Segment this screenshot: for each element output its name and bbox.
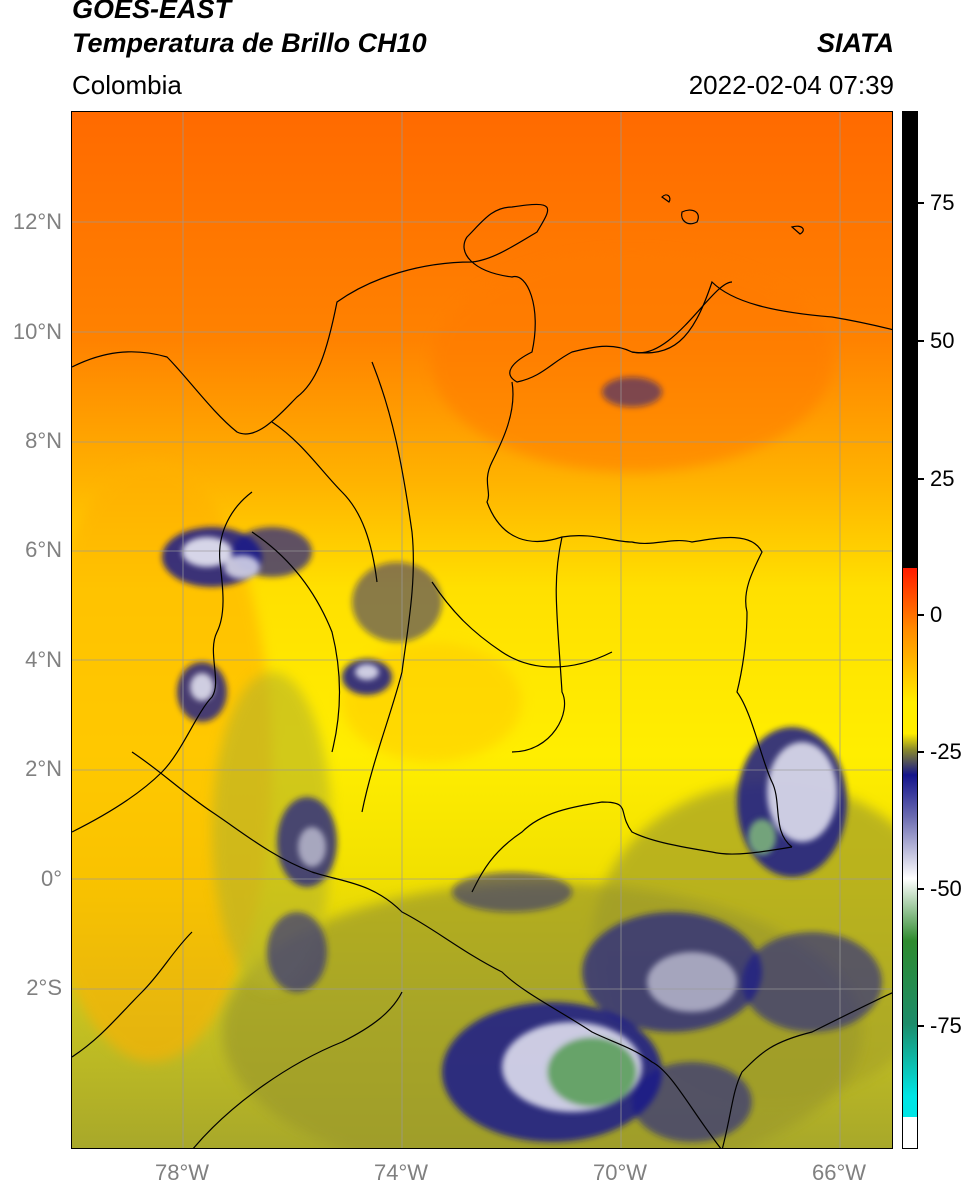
border-internal-west <box>251 531 341 753</box>
coastline-venezuela <box>631 281 733 354</box>
border-peru-brazil <box>721 992 892 1148</box>
cold-top <box>355 664 379 680</box>
cold-top <box>190 673 214 701</box>
source-label: SIATA <box>817 28 894 58</box>
island <box>790 225 804 235</box>
cloud-cluster <box>352 562 442 642</box>
colorbar <box>902 111 918 1149</box>
lat-label: 8°N <box>25 428 62 453</box>
cloud-cluster <box>452 872 572 912</box>
island <box>661 194 671 203</box>
lat-label: 2°S <box>26 975 62 1000</box>
graticule <box>72 112 892 1148</box>
cold-top-green <box>547 1037 637 1107</box>
title-satellite: GOES-EAST <box>72 0 232 24</box>
colorbar-label: -50 <box>930 876 962 901</box>
colorbar-label: 75 <box>930 190 955 215</box>
colorbar-tick <box>918 888 924 890</box>
timestamp-label: 2022-02-04 07:39 <box>688 70 894 100</box>
lon-label: 66°W <box>811 1160 867 1185</box>
lat-label: 4°N <box>25 647 62 672</box>
coastline-caribbean <box>72 203 892 435</box>
title-product: Temperatura de Brillo CH10 <box>72 28 427 58</box>
map-overlay <box>72 112 892 1148</box>
border-colombia-venezuela <box>486 381 793 848</box>
lat-label: 0° <box>40 866 62 891</box>
lat-label: 6°N <box>25 537 62 562</box>
lon-label: 70°W <box>592 1160 648 1185</box>
satellite-map <box>71 111 893 1149</box>
warm-zone-caribbean <box>432 252 832 472</box>
border-internal-east <box>511 536 566 753</box>
lon-label: 78°W <box>154 1160 210 1185</box>
cold-top <box>767 742 837 842</box>
border-internal-central <box>361 361 414 813</box>
cold-top <box>224 555 260 579</box>
colorbar-tick <box>918 340 924 342</box>
colorbar-tick <box>918 751 924 753</box>
cold-top <box>182 537 232 567</box>
lat-label: 2°N <box>25 756 62 781</box>
olive-zone-west <box>212 672 332 992</box>
border-ecuador-peru <box>192 991 403 1148</box>
lat-label: 12°N <box>12 209 62 234</box>
region-label: Colombia <box>72 70 182 100</box>
cold-top <box>298 827 326 867</box>
cloud-cluster <box>267 912 327 992</box>
colorbar-label: 0 <box>930 602 943 627</box>
border-colombia-brazil <box>471 801 793 893</box>
lat-label: 10°N <box>12 319 62 344</box>
cloud-cluster <box>602 377 662 407</box>
colorbar-tick <box>918 478 924 480</box>
border-internal-meta <box>431 581 613 668</box>
cloud-cluster <box>742 932 882 1032</box>
cold-top-group <box>182 537 837 1112</box>
border-internal-north <box>271 421 378 583</box>
colorbar-tick <box>918 202 924 204</box>
coastline-pacific <box>72 491 253 833</box>
border-colombia-peru <box>131 751 722 1148</box>
colorbar-label: 50 <box>930 328 955 353</box>
colorbar-label: 25 <box>930 466 955 491</box>
colorbar-tick <box>918 1025 924 1027</box>
colorbar-tick <box>918 614 924 616</box>
coastline-ecuador <box>72 931 193 1058</box>
boundaries <box>72 194 892 1148</box>
cold-top <box>647 952 737 1012</box>
colorbar-label: -75 <box>930 1013 962 1038</box>
lon-label: 74°W <box>373 1160 429 1185</box>
cloud-cluster <box>632 1062 752 1142</box>
colorbar-label: -25 <box>930 739 962 764</box>
island <box>681 209 699 225</box>
cold-top-green <box>748 819 776 855</box>
